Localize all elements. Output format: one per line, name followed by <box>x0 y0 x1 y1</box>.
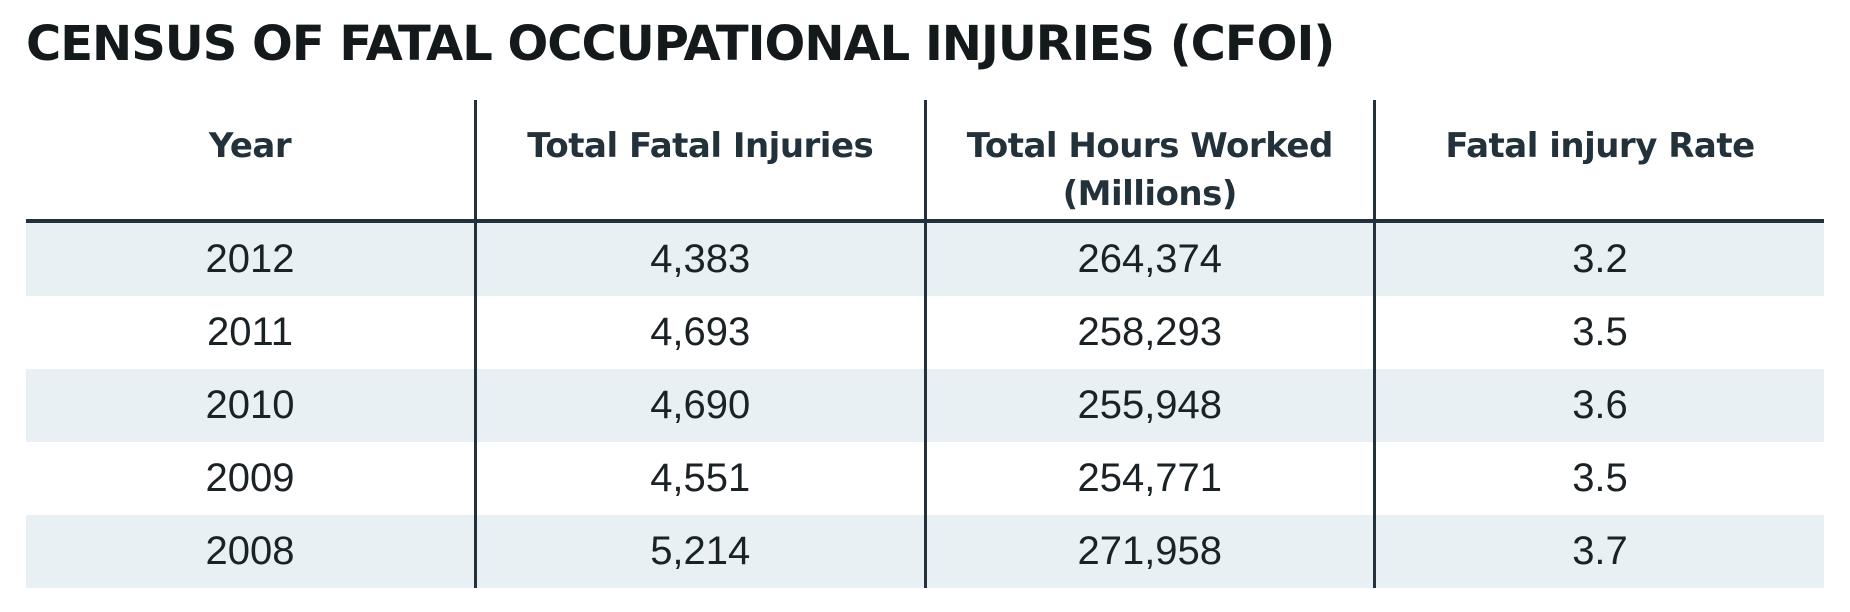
column-header-line: Year <box>208 126 292 166</box>
cell-total-fatal-injuries: 5,214 <box>474 515 925 588</box>
column-header-total-fatal-injuries: Total Fatal Injuries <box>474 100 925 223</box>
column-header-year: Year <box>26 100 476 223</box>
table-header: Year Total Fatal Injuries Total Hours Wo… <box>26 100 1824 223</box>
cell-year: 2010 <box>26 369 476 442</box>
column-header-line: Total Fatal Injuries <box>527 126 874 166</box>
cell-total-hours-worked: 254,771 <box>923 442 1375 515</box>
column-header-line: Total Hours Worked <box>966 126 1334 166</box>
page-title: CENSUS OF FATAL OCCUPATIONAL INJURIES (C… <box>26 16 1335 72</box>
column-header-line: (Millions) <box>1062 174 1238 214</box>
cell-total-hours-worked: 271,958 <box>923 515 1375 588</box>
cell-total-fatal-injuries: 4,383 <box>474 221 925 296</box>
cell-year: 2011 <box>26 296 476 369</box>
column-header-line: Fatal injury Rate <box>1445 126 1755 166</box>
table-row: 2009 4,551 254,771 3.5 <box>26 442 1824 515</box>
cell-fatal-injury-rate: 3.5 <box>1373 442 1824 515</box>
cell-total-hours-worked: 255,948 <box>923 369 1375 442</box>
cell-year: 2009 <box>26 442 476 515</box>
cfoi-table: Year Total Fatal Injuries Total Hours Wo… <box>26 100 1824 588</box>
cell-fatal-injury-rate: 3.7 <box>1373 515 1824 588</box>
cell-total-fatal-injuries: 4,551 <box>474 442 925 515</box>
table-body: 2012 4,383 264,374 3.2 2011 4,693 258,29… <box>26 221 1824 588</box>
cell-total-hours-worked: 264,374 <box>923 221 1375 296</box>
cell-total-fatal-injuries: 4,693 <box>474 296 925 369</box>
column-header-total-hours-worked: Total Hours Worked (Millions) <box>923 100 1375 223</box>
table-row: 2010 4,690 255,948 3.6 <box>26 369 1824 442</box>
column-header-fatal-injury-rate: Fatal injury Rate <box>1373 100 1824 223</box>
cell-fatal-injury-rate: 3.5 <box>1373 296 1824 369</box>
table-row: 2012 4,383 264,374 3.2 <box>26 221 1824 296</box>
cell-year: 2008 <box>26 515 476 588</box>
cell-total-hours-worked: 258,293 <box>923 296 1375 369</box>
table-row: 2011 4,693 258,293 3.5 <box>26 296 1824 369</box>
cell-year: 2012 <box>26 221 476 296</box>
cell-fatal-injury-rate: 3.2 <box>1373 221 1824 296</box>
cell-fatal-injury-rate: 3.6 <box>1373 369 1824 442</box>
header-row: Year Total Fatal Injuries Total Hours Wo… <box>26 100 1824 223</box>
cell-total-fatal-injuries: 4,690 <box>474 369 925 442</box>
table-row: 2008 5,214 271,958 3.7 <box>26 515 1824 588</box>
